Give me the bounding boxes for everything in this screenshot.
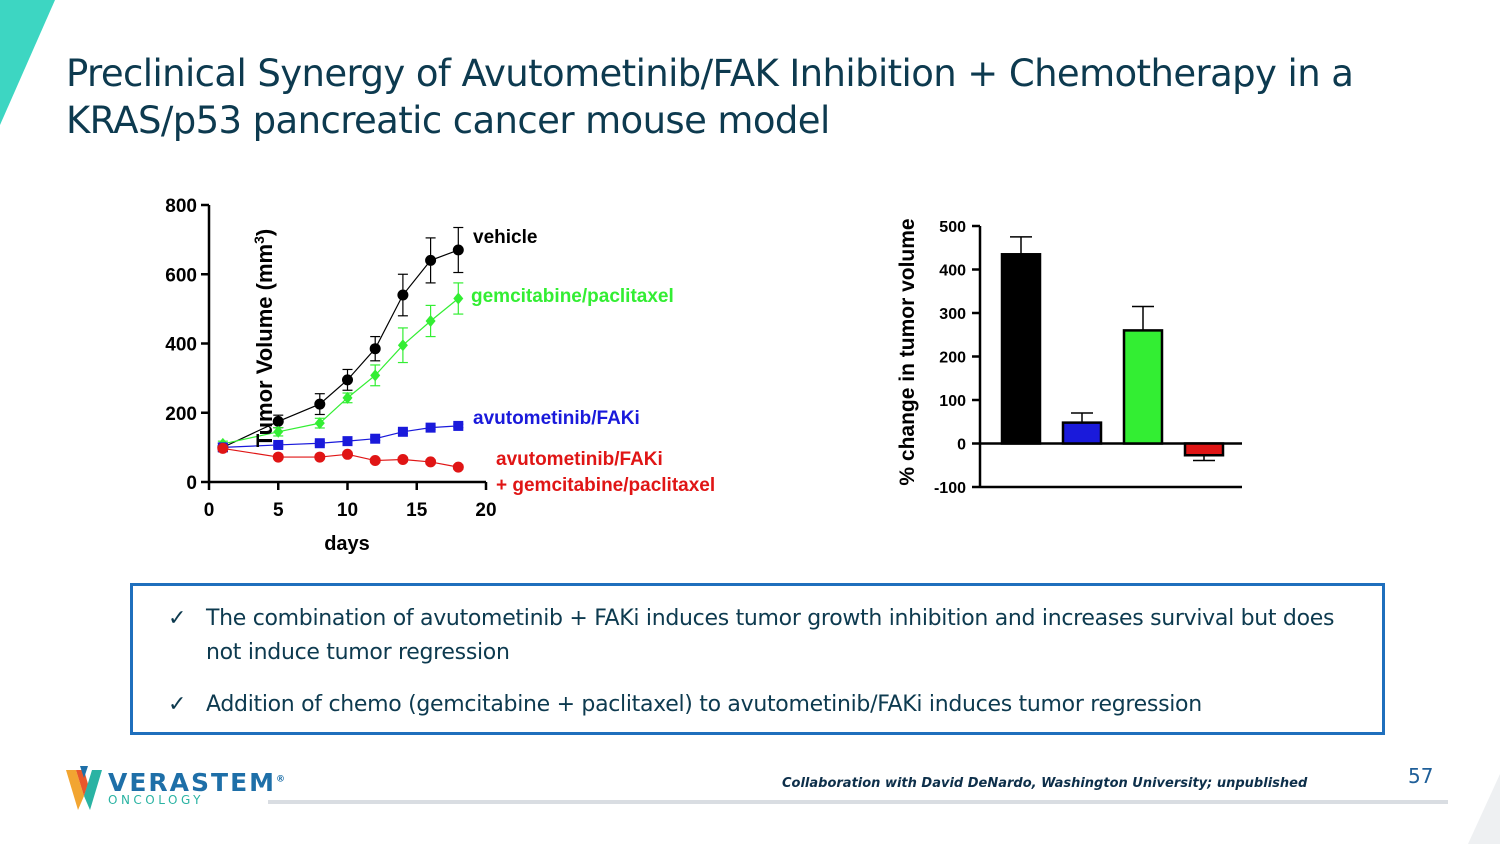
bar-chart-y-axis-label: % change in tumor volume (896, 218, 919, 485)
accent-triangle (0, 0, 55, 125)
data-point (314, 451, 326, 463)
data-point (314, 398, 326, 410)
series-label-combo-line2: + gemcitabine/paclitaxel (496, 475, 715, 496)
data-point (425, 314, 436, 327)
y-axis-unit-superscript: 3 (251, 236, 267, 244)
finding-text-2: Addition of chemo (gemcitabine + paclita… (206, 692, 1202, 717)
data-point (342, 391, 353, 404)
line-chart-y-axis-label: Tumor Volume (mm3) (251, 229, 277, 447)
data-point (453, 292, 464, 305)
finding-text-1: The combination of avutometinib + FAKi i… (206, 606, 1335, 665)
bar-y-tick-label: 300 (939, 306, 966, 323)
percent-change-bar-chart: -100 0 100 200 300 400 500 % change in tumor v… (896, 218, 1242, 497)
series-4 (217, 442, 464, 473)
data-point (370, 433, 381, 444)
data-point (370, 369, 381, 382)
bar-y-tick-label: 500 (939, 219, 966, 236)
y-tick-label: 400 (165, 335, 197, 356)
bar-y-tick-label: 100 (939, 393, 966, 410)
data-point (425, 422, 436, 433)
registered-mark: ® (276, 774, 286, 785)
bar-1 (1000, 236, 1042, 445)
data-point (314, 417, 325, 430)
data-point (397, 426, 408, 437)
checkmark-icon: ✓ (168, 606, 187, 631)
bar-2 (1061, 412, 1103, 445)
bar-y-tick-label: -100 (934, 480, 966, 497)
series-line (222, 447, 459, 468)
corner-decoration (1468, 774, 1500, 844)
series-label-combo-line1: avutometinib/FAKi (496, 449, 663, 470)
footer-divider (268, 800, 1448, 804)
checkmark-icon: ✓ (168, 692, 187, 717)
data-point (272, 415, 284, 427)
x-tick-label: 5 (273, 500, 284, 521)
x-tick-label: 20 (475, 500, 496, 521)
series-line (222, 249, 459, 448)
data-point (273, 439, 284, 450)
data-point (453, 420, 464, 431)
data-point (273, 425, 284, 438)
footnote: Collaboration with David DeNardo, Washin… (782, 776, 1308, 791)
bar-rect (1183, 442, 1225, 457)
series-label-avuto: avutometinib/FAKi (473, 408, 640, 429)
x-tick-label: 0 (204, 500, 215, 521)
data-point (369, 455, 381, 467)
data-point (272, 451, 284, 463)
data-point (342, 436, 353, 447)
data-point (397, 453, 409, 465)
y-tick-label: 200 (165, 404, 197, 425)
data-point (342, 448, 353, 460)
data-point (397, 339, 408, 352)
data-point (369, 343, 381, 355)
data-point (425, 254, 437, 266)
data-point (217, 442, 229, 454)
verastem-logo-icon (66, 766, 102, 810)
series-3 (217, 420, 464, 453)
series-line (222, 298, 459, 445)
company-logo-subtitle: ONCOLOGY (108, 793, 204, 807)
series-label-gem-pac: gemcitabine/paclitaxel (471, 286, 674, 307)
bar-y-tick-label: 0 (957, 437, 966, 454)
bar-4 (1183, 442, 1225, 462)
y-tick-label: 0 (186, 473, 197, 494)
bar-3 (1122, 305, 1164, 445)
data-point (452, 461, 464, 473)
line-chart-x-axis-label: days (324, 533, 370, 555)
finding-bullet-1: ✓ The combination of avutometinib + FAKi… (168, 602, 1371, 670)
bar-y-tick-label: 400 (939, 263, 966, 280)
slide-title-line-1: Preclinical Synergy of Avutometinib/FAK … (66, 52, 1354, 95)
x-tick-label: 15 (406, 500, 428, 521)
slide-title: Preclinical Synergy of Avutometinib/FAK … (66, 50, 1446, 144)
tumor-volume-line-chart: 0 200 400 600 800 0 5 10 15 20 Tumor Volume (mm3)… (165, 196, 715, 555)
key-findings-box: ✓ The combination of avutometinib + FAKi… (130, 583, 1385, 735)
page-number: 57 (1408, 764, 1434, 788)
data-point (425, 456, 437, 468)
bar-y-tick-label: 200 (939, 350, 966, 367)
data-point (342, 374, 353, 386)
company-logo-wordmark: VERASTEM® (108, 768, 286, 797)
x-tick-label: 10 (337, 500, 358, 521)
bar-rect (1061, 421, 1103, 445)
series-label-vehicle: vehicle (473, 227, 537, 248)
finding-bullet-2: ✓ Addition of chemo (gemcitabine + pacli… (168, 688, 1371, 722)
data-point (314, 438, 325, 449)
slide-title-line-2: KRAS/p53 pancreatic cancer mouse model (66, 99, 830, 142)
bar-rect (1000, 253, 1042, 445)
series-2 (217, 282, 464, 450)
data-point (452, 244, 464, 256)
bar-rect (1122, 329, 1164, 445)
y-tick-label: 600 (165, 265, 197, 286)
data-point (397, 289, 409, 301)
y-tick-label: 800 (165, 196, 197, 217)
